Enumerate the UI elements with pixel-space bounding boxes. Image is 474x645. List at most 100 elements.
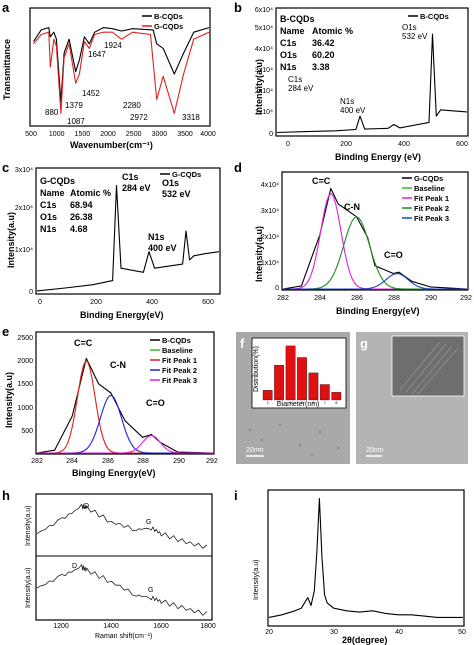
panel-h-xtick: 1600 (153, 623, 169, 630)
panel-d-xtick: 282 (277, 295, 289, 302)
panel-c-row-name: C1s (40, 200, 57, 210)
panel-e-plot (36, 357, 214, 454)
panel-a-legend: B-CQDs G-CQDs (142, 12, 183, 31)
panel-d-xtick: 292 (460, 295, 472, 302)
panel-a-xtick: 2500 (126, 131, 142, 138)
panel-c-ytick: 2x10⁴ (15, 205, 33, 212)
panel-e-ann: C=C (74, 338, 93, 348)
panel-e-xtick: 290 (173, 458, 185, 465)
panel-b-table-h1: Atomic % (312, 26, 353, 36)
panel-b-ytick: 2x10⁴ (255, 88, 273, 95)
panel-b-ytick: 1x10⁴ (255, 109, 273, 116)
histogram-tick: 3 (278, 401, 280, 405)
panel-b: b Intensity(a.u) Binding Energy (eV) 0 2… (234, 0, 469, 162)
panel-c-ytick: 3x10⁴ (15, 167, 33, 174)
panel-a-xtick: 2000 (100, 131, 116, 138)
panel-d-ann: C=C (312, 176, 331, 186)
panel-i: i Intensity(a.u) 2θ(degree) 20 30 40 50 (234, 488, 466, 645)
panel-e-ytick: 2500 (17, 335, 33, 342)
histogram-tick: 4 (290, 401, 292, 405)
panel-c-peak-ev: 400 eV (148, 243, 177, 253)
panel-a-ann: 3318 (182, 113, 200, 122)
panel-i-label: i (234, 488, 238, 503)
panel-c-table-title: G-CQDs (40, 176, 75, 186)
panel-d-frame (281, 171, 469, 291)
panel-f: f 2 3 4 5 6 7 8 Diameter(nm) Distribution(%) 2… (236, 332, 350, 464)
panel-a-xtick: 1500 (75, 131, 91, 138)
panel-c-ylabel: Intensity(a.u) (6, 212, 16, 268)
panel-a-xtick: 3500 (177, 131, 193, 138)
panel-b-peak-ev: 532 eV (402, 32, 428, 41)
panel-h-ylabel-top: Intensity(a.u) (25, 506, 32, 546)
panel-d-label: d (234, 160, 242, 175)
panel-h-ann-g: G (146, 519, 151, 526)
panel-a-ann: 1924 (104, 41, 122, 50)
panel-b-row-val: 60.20 (312, 50, 335, 60)
panel-c-plot (36, 184, 220, 292)
panel-g-lattice (399, 341, 459, 395)
panel-g-label: g (360, 336, 368, 351)
series-B-CQDs (276, 33, 468, 134)
panel-b-row-name: O1s (280, 50, 297, 60)
panel-a-ann: 2972 (130, 113, 148, 122)
panel-d-ytick: 2x10⁴ (261, 234, 279, 241)
series-B-CQDs (33, 27, 210, 103)
panel-d-ytick: 0 (275, 285, 279, 292)
raman-series-top (36, 503, 208, 549)
panel-d-xtick: 286 (351, 295, 363, 302)
panel-e-xtick: 292 (206, 458, 218, 465)
histogram-bar (297, 357, 307, 401)
panel-b-plot (276, 33, 468, 134)
panel-d-xlabel: Binding Energy(eV) (336, 306, 420, 316)
panel-a-ylabel: Transmittance (2, 39, 12, 100)
panel-c-frame (35, 167, 221, 295)
panel-c-row-val: 26.38 (70, 212, 93, 222)
panel-d-legend: G-CQDs Baseline Fit Peak 1 Fit Peak 2 Fi… (402, 174, 449, 223)
panel-c-row-val: 4.68 (70, 224, 88, 234)
panel-b-xtick: 600 (456, 141, 468, 148)
panel-h-frame (35, 493, 213, 621)
panel-c-table-h1: Atomic % (70, 188, 111, 198)
panel-c-xlabel: Binding Energy(eV) (80, 310, 164, 320)
panel-i-ylabel: Intensity(a.u) (253, 560, 260, 600)
panel-a-ann: 1647 (88, 50, 106, 59)
raman-series-bottom (36, 564, 208, 616)
histogram-tick: 2 (267, 401, 269, 405)
panel-d-xtick: 288 (388, 295, 400, 302)
panel-i-xtick: 40 (395, 629, 403, 636)
panel-b-ytick: 3x10⁴ (255, 67, 273, 74)
panel-c-ytick: 1x10⁴ (15, 247, 33, 254)
panel-b-ytick: 5x10⁴ (255, 25, 273, 32)
panel-d-legend-item: Fit Peak 3 (414, 214, 449, 223)
panel-e: e Intensity(a.u) Binging Energy(eV) 282 … (2, 324, 218, 478)
panel-e-ytick: 2000 (17, 358, 33, 365)
panel-a-legend-b: B-CQDs (154, 12, 183, 21)
histogram-bar (262, 390, 273, 401)
panel-d-ann: C=O (384, 250, 403, 260)
panel-c-peak-ev: 284 eV (122, 183, 151, 193)
histogram-tick: 5 (301, 401, 303, 405)
panel-b-label: b (234, 0, 242, 15)
panel-c-row-val: 68.94 (70, 200, 93, 210)
panel-i-plot (268, 498, 463, 618)
panel-h-xtick: 1400 (103, 623, 119, 630)
panel-b-peak-name: N1s (340, 97, 354, 106)
histogram-tick: 6 (312, 401, 314, 405)
panel-e-legend-item: Baseline (162, 346, 193, 355)
histogram-bar (308, 372, 319, 401)
panel-c-peak-name: C1s (122, 172, 139, 182)
series-XRD (268, 498, 463, 618)
panel-b-row-name: C1s (280, 38, 297, 48)
histogram-bar (285, 345, 296, 401)
panel-d-xtick: 284 (314, 295, 326, 302)
panel-b-ytick: 6x10⁴ (255, 7, 273, 14)
histogram-bar (331, 392, 342, 401)
panel-e-xlabel: Binging Energy(eV) (72, 468, 156, 478)
panel-c-xtick: 400 (146, 299, 158, 306)
panel-c-peak-ev: 532 eV (162, 189, 191, 199)
panel-b-peak-ev: 400 eV (340, 106, 366, 115)
panel-e-ylabel: Intensity(a.u) (4, 372, 14, 428)
series-Fit Peak 3 (283, 273, 467, 290)
panel-i-frame (267, 489, 465, 627)
